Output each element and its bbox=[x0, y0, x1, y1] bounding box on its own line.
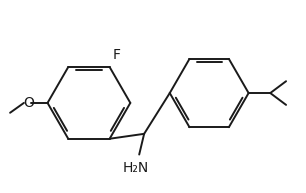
Text: F: F bbox=[113, 48, 121, 62]
Text: H₂N: H₂N bbox=[123, 161, 149, 175]
Text: O: O bbox=[23, 96, 34, 110]
